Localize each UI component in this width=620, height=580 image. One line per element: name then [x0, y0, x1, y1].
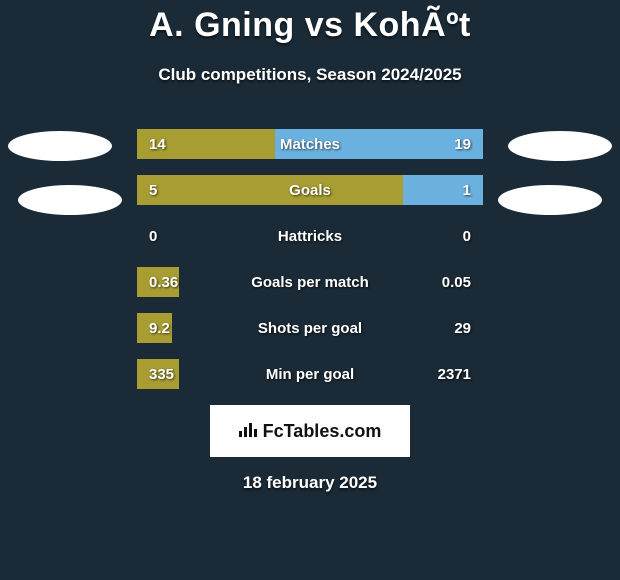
bar-row: 5 Goals 1 — [137, 175, 483, 205]
page: A. Gning vs KohÃºt Club competitions, Se… — [0, 0, 620, 493]
bar-row: 9.2 Shots per goal 29 — [137, 313, 483, 343]
avatar-placeholder-left-1 — [8, 131, 112, 161]
bar-label: Shots per goal — [137, 313, 483, 343]
bar-row: 14 Matches 19 — [137, 129, 483, 159]
bar-value-right: 0 — [463, 221, 471, 251]
page-title: A. Gning vs KohÃºt — [0, 6, 620, 45]
comparison-chart: 14 Matches 19 5 Goals 1 0 Hattricks 0 — [0, 111, 620, 389]
avatar-placeholder-right-2 — [498, 185, 602, 215]
avatar-placeholder-left-2 — [18, 185, 122, 215]
bars-container: 14 Matches 19 5 Goals 1 0 Hattricks 0 — [137, 111, 483, 389]
bar-label: Hattricks — [137, 221, 483, 251]
bar-value-right: 2371 — [438, 359, 471, 389]
bar-row: 0 Hattricks 0 — [137, 221, 483, 251]
bar-row: 0.36 Goals per match 0.05 — [137, 267, 483, 297]
bar-value-right: 19 — [454, 129, 471, 159]
bar-label: Min per goal — [137, 359, 483, 389]
branding-badge: FcTables.com — [210, 405, 410, 457]
bar-value-right: 0.05 — [442, 267, 471, 297]
bar-row: 335 Min per goal 2371 — [137, 359, 483, 389]
branding-text: FcTables.com — [263, 421, 382, 442]
bar-label: Goals — [137, 175, 483, 205]
bar-label: Goals per match — [137, 267, 483, 297]
chart-icon — [239, 421, 259, 442]
avatar-placeholder-right-1 — [508, 131, 612, 161]
date-text: 18 february 2025 — [0, 473, 620, 493]
bar-value-right: 29 — [454, 313, 471, 343]
bar-label: Matches — [137, 129, 483, 159]
page-subtitle: Club competitions, Season 2024/2025 — [0, 65, 620, 85]
bar-value-right: 1 — [463, 175, 471, 205]
